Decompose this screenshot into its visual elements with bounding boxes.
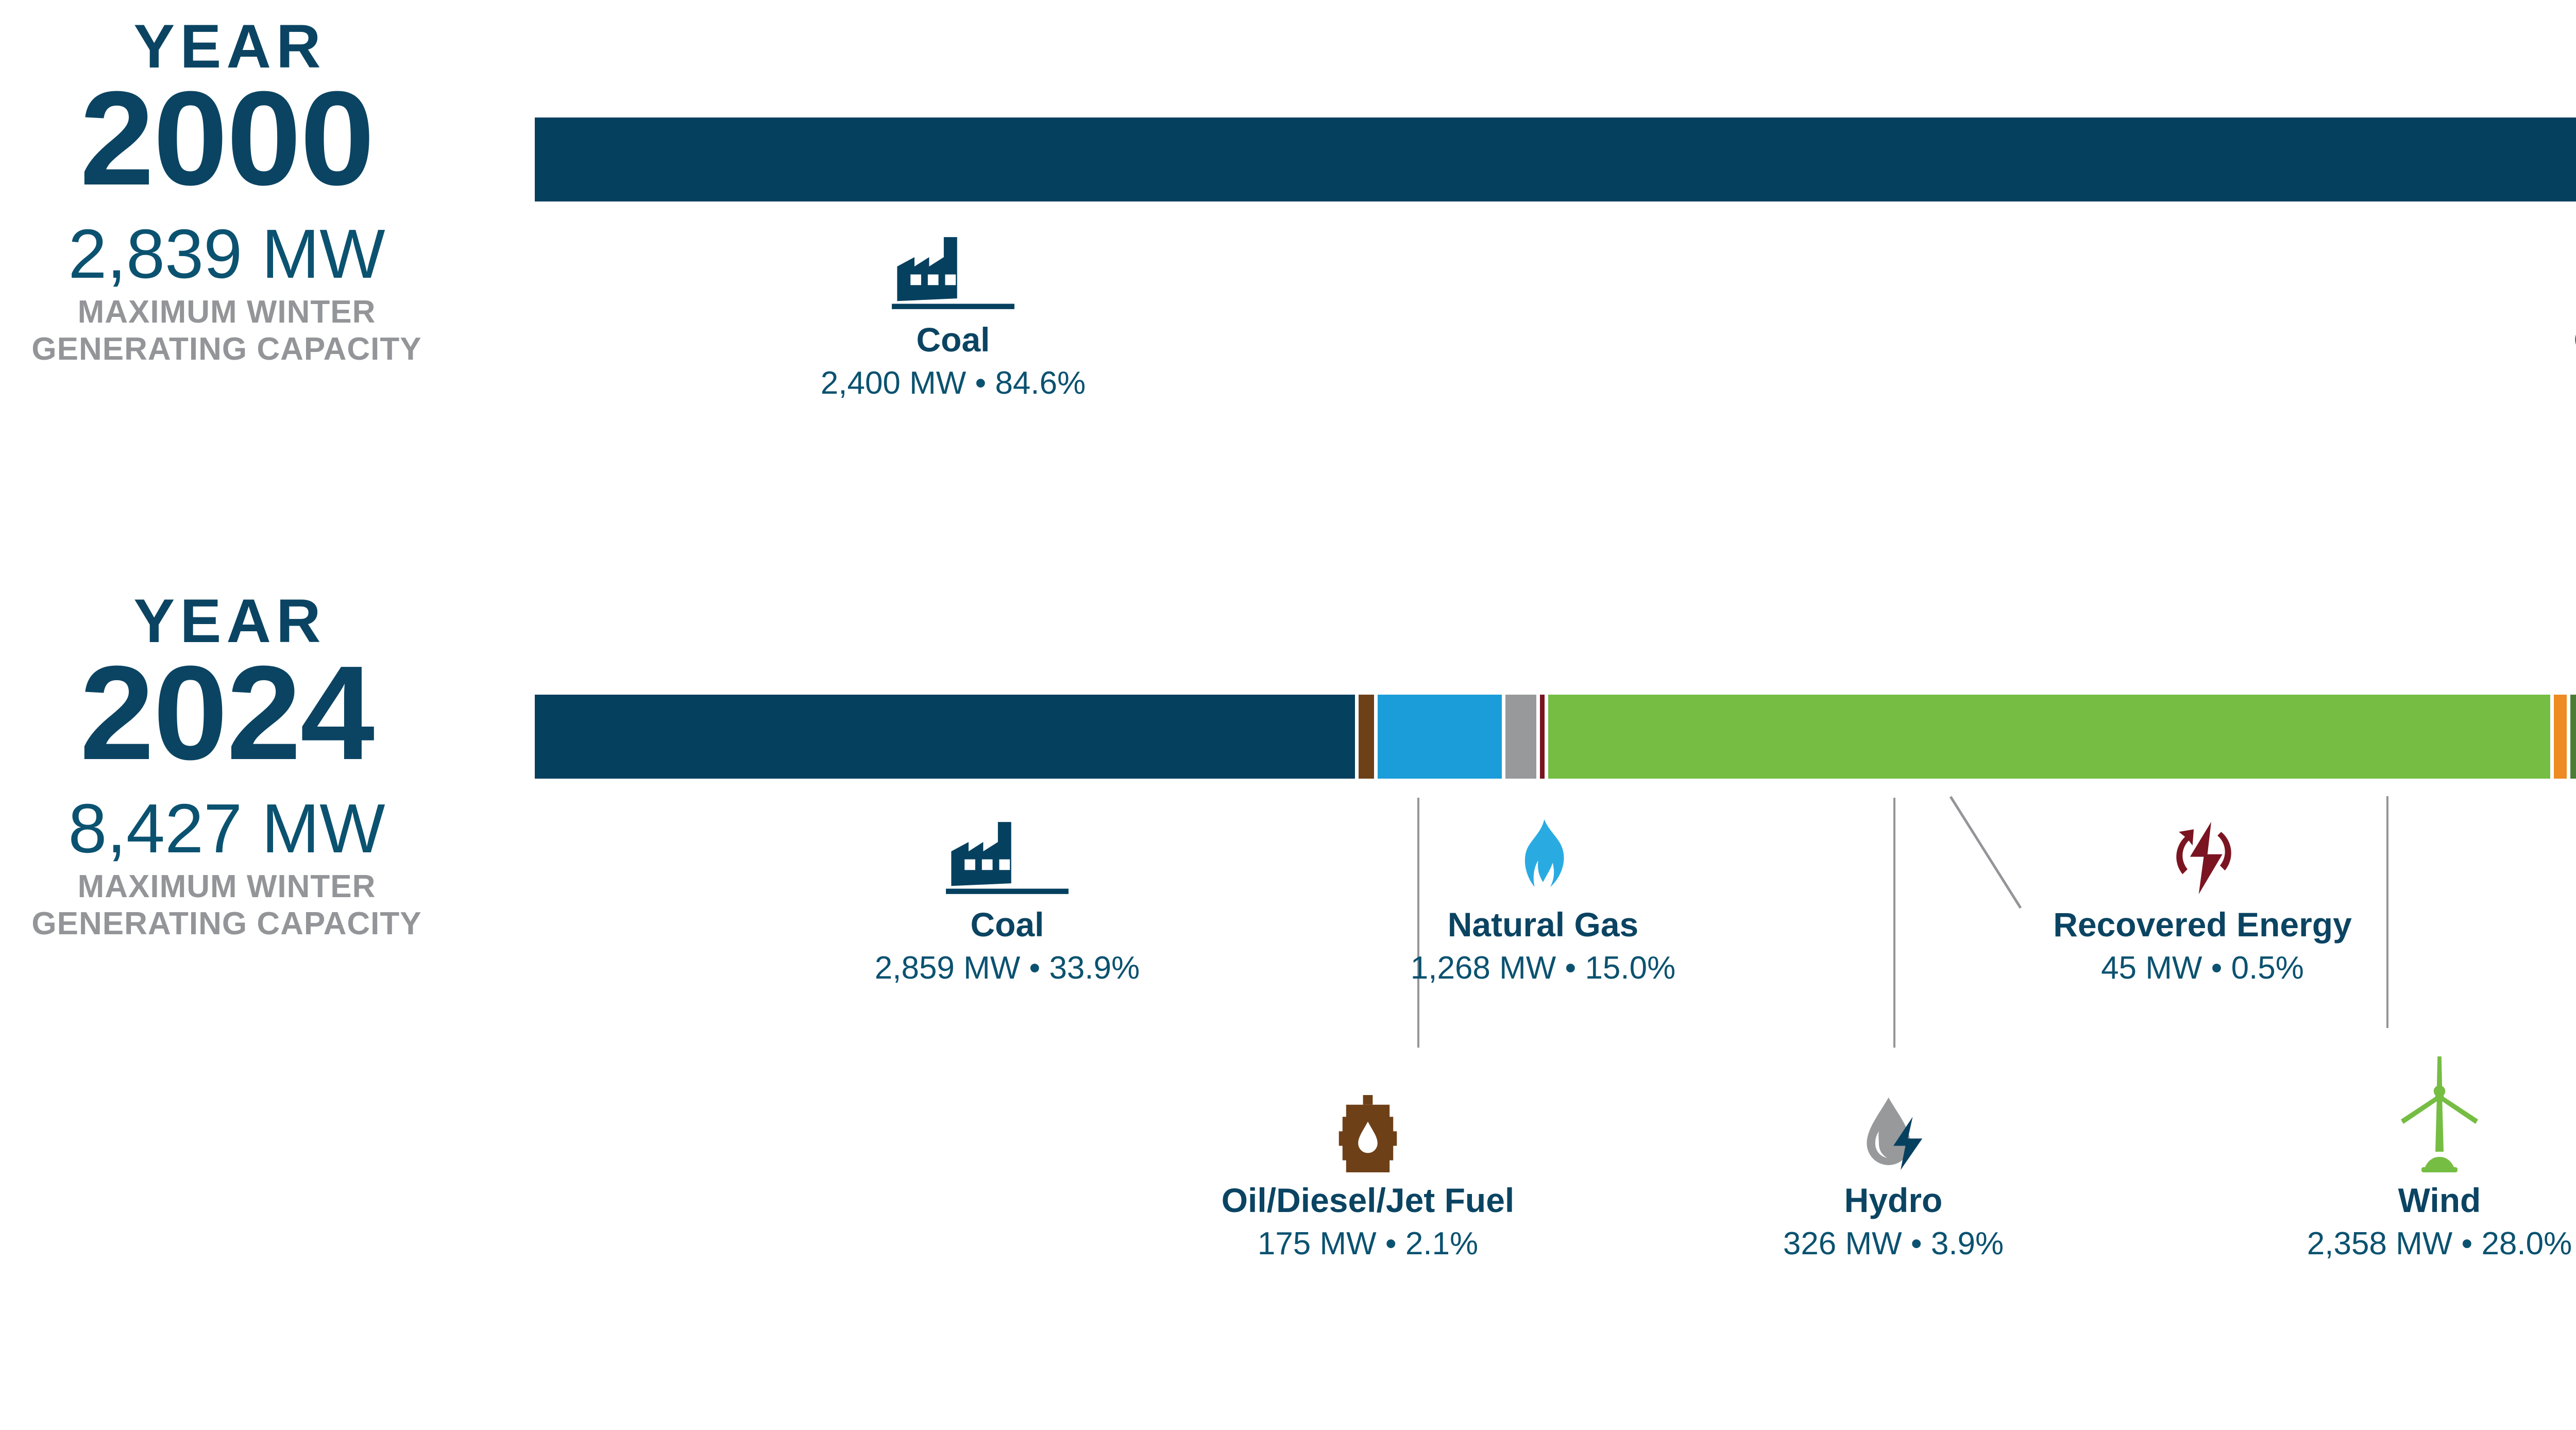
year-2024-header: YEAR 2024 8,427 MW MAXIMUM WINTER GENERA… bbox=[0, 590, 459, 942]
callout-oil-2000: Oil/Diesel/Jet Fuel 120 MW • 4.2% bbox=[2463, 234, 2576, 402]
leader-line-wind-2024 bbox=[2386, 796, 2388, 1028]
callout-label: Hydro bbox=[1844, 1181, 1943, 1219]
callout-market-purchases-2024: Market Purchases 1,282 MW • 15.2% bbox=[2535, 1056, 2576, 1263]
wind-turbine-icon bbox=[2156, 1056, 2576, 1172]
callout-coal-2000: Coal 2,400 MW • 84.6% bbox=[657, 234, 1249, 402]
callout-recovered-energy-2024: Recovered Energy 45 MW • 0.5% bbox=[1906, 819, 2499, 987]
callout-natural-gas-2024: Natural Gas 1,268 MW • 15.0% bbox=[1247, 819, 1839, 987]
year-2000-subtitle-line2: GENERATING CAPACITY bbox=[31, 331, 422, 367]
leader-line-recovered-energy-2024 bbox=[1949, 796, 2022, 909]
callout-label: Recovered Energy bbox=[2053, 905, 2352, 944]
leader-line-hydro-2024 bbox=[1893, 798, 1895, 1048]
callout-value: 2,400 MW • 84.6% bbox=[820, 365, 1086, 401]
bar-year-2000 bbox=[535, 117, 2576, 201]
leader-line-oil-2024 bbox=[1417, 798, 1419, 1048]
oil-barrel-icon bbox=[1072, 1095, 1664, 1172]
year-2000-subtitle-line1: MAXIMUM WINTER bbox=[77, 294, 376, 330]
bar-segment-coal-2024[interactable] bbox=[535, 695, 1355, 779]
callout-value: 326 MW • 3.9% bbox=[1783, 1225, 2004, 1261]
callout-value: 114 MW • 1.4% bbox=[2421, 949, 2576, 988]
bar-segment-recovered-energy-2024[interactable] bbox=[1540, 695, 1545, 779]
callout-label: Natural Gas bbox=[1447, 905, 1639, 944]
callout-label: Solar bbox=[2421, 904, 2576, 946]
bar-segment-natural-gas-2024[interactable] bbox=[1378, 695, 1502, 779]
year-2000-word: YEAR bbox=[133, 12, 326, 81]
callout-wind-2024: Wind 2,358 MW • 28.0% bbox=[2156, 1056, 2576, 1263]
callout-value: 175 MW • 2.1% bbox=[1257, 1225, 1479, 1261]
solar-panel-icon bbox=[2421, 819, 2576, 897]
bar-segment-oil-2024[interactable] bbox=[1359, 695, 1375, 779]
callout-label: Oil/Diesel/Jet Fuel bbox=[2463, 319, 2576, 361]
callout-value: 45 MW • 0.5% bbox=[2101, 950, 2304, 986]
year-2024-total: 8,427 MW bbox=[68, 789, 385, 868]
callout-value: 1,282 MW • 15.2% bbox=[2535, 1224, 2576, 1264]
year-2024-subtitle-line2: GENERATING CAPACITY bbox=[31, 905, 422, 941]
callout-label: Market Purchases bbox=[2535, 1180, 2576, 1221]
money-bill-icon bbox=[2535, 1056, 2576, 1172]
callout-value: 2,859 MW • 33.9% bbox=[874, 950, 1140, 986]
factory-icon bbox=[657, 234, 1249, 312]
callout-label: Coal bbox=[916, 321, 990, 359]
factory-icon bbox=[711, 819, 1303, 897]
callout-value: 1,268 MW • 15.0% bbox=[1410, 950, 1676, 986]
bar-segment-coal-2000[interactable] bbox=[535, 117, 2576, 201]
callout-coal-2024: Coal 2,859 MW • 33.9% bbox=[711, 819, 1303, 987]
bar-year-2024 bbox=[535, 695, 2576, 779]
callout-label: Coal bbox=[970, 905, 1044, 944]
bar-segment-wind-2024[interactable] bbox=[1548, 695, 2550, 779]
callout-value: 2,358 MW • 28.0% bbox=[2307, 1225, 2572, 1261]
callout-hydro-2024: Hydro 326 MW • 3.9% bbox=[1610, 1095, 2177, 1263]
callout-oil-2024: Oil/Diesel/Jet Fuel 175 MW • 2.1% bbox=[1072, 1095, 1664, 1263]
year-2024-subtitle-line1: MAXIMUM WINTER bbox=[77, 869, 376, 905]
oil-barrel-icon bbox=[2463, 234, 2576, 312]
year-2024-word: YEAR bbox=[133, 586, 326, 655]
year-2000-number: 2000 bbox=[79, 64, 375, 213]
recycle-bolt-icon bbox=[1906, 819, 2499, 897]
bar-segment-solar-2024[interactable] bbox=[2553, 695, 2567, 779]
water-drop-bolt-icon bbox=[1610, 1095, 2177, 1172]
year-2000-total: 2,839 MW bbox=[68, 215, 385, 293]
bar-segment-market-purchases-2024[interactable] bbox=[2570, 695, 2576, 779]
year-2000-header: YEAR 2000 2,839 MW MAXIMUM WINTER GENERA… bbox=[0, 15, 459, 367]
bar-segment-hydro-2024[interactable] bbox=[1505, 695, 1537, 779]
flame-icon bbox=[1247, 819, 1839, 897]
callout-value: 120 MW • 4.2% bbox=[2463, 364, 2576, 403]
year-2024-number: 2024 bbox=[79, 638, 375, 788]
callout-solar-2024: Solar 114 MW • 1.4% bbox=[2421, 819, 2576, 987]
callout-label: Wind bbox=[2398, 1181, 2481, 1219]
callout-label: Oil/Diesel/Jet Fuel bbox=[1221, 1181, 1515, 1219]
